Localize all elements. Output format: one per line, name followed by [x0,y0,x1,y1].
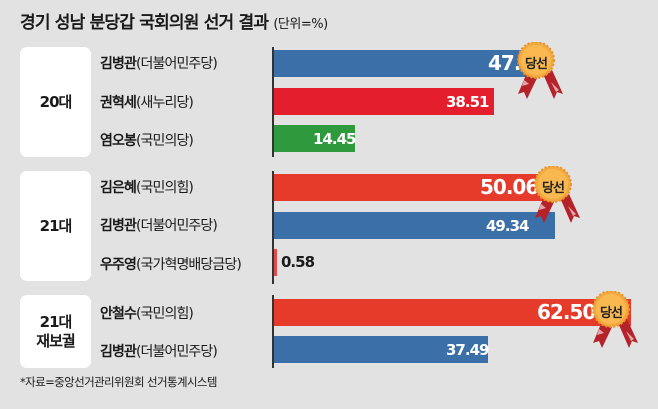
bar-yeom-20 [274,125,355,152]
candidate-label: 권혁세(새누리당) [100,95,194,111]
bar-kim-bk-21 [274,212,555,239]
title-text: 경기 성남 분당갑 국회의원 선거 결과 [20,13,269,33]
winner-badge-icon: 당선 [531,165,589,228]
value-label: 14.45 [313,130,356,148]
value-label: 0.58 [281,253,315,271]
bar-kwon-20 [274,88,494,115]
value-label: 62.50 [537,300,596,324]
bar-ahn-byelection [274,299,631,326]
bar-kim-bk-20 [274,50,542,77]
winner-badge-icon: 당선 [514,41,572,104]
candidate-label: 염오봉(국민의당) [100,133,194,149]
value-label: 50.06 [480,175,539,199]
axis-line [272,171,274,284]
bar-kim-eh-21 [274,174,560,201]
group-label-21: 21대 [20,171,91,281]
winner-badge-icon: 당선 [589,290,647,353]
group-label-21-byelection: 21대 재보궐 [20,295,91,368]
candidate-label: 김은혜(국민의힘) [100,180,194,196]
candidate-label: 김병관(더불어민주당) [100,344,218,360]
badge-label: 당선 [525,57,548,72]
axis-line [272,295,274,368]
source-note: *자료=중앙선거관리위원회 선거통계시스템 [20,375,217,389]
badge-label: 당선 [600,306,623,321]
unit-label: (단위=%) [273,17,328,32]
badge-label: 당선 [542,181,565,196]
value-label: 37.49 [446,341,489,359]
candidate-label: 김병관(더불어민주당) [100,56,218,72]
group-label-20: 20대 [20,47,91,157]
candidate-label: 김병관(더불어민주당) [100,218,218,234]
candidate-label: 안철수(국민의힘) [100,306,194,322]
chart-title: 경기 성남 분당갑 국회의원 선거 결과 (단위=%) [20,8,328,33]
bar-kim-bk-byelection [274,336,488,363]
value-label: 38.51 [446,93,489,111]
bar-woo-21 [274,249,277,276]
axis-line [272,47,274,157]
candidate-label: 우주영(국가혁명배당금당) [100,257,242,273]
value-label: 49.34 [486,217,529,235]
